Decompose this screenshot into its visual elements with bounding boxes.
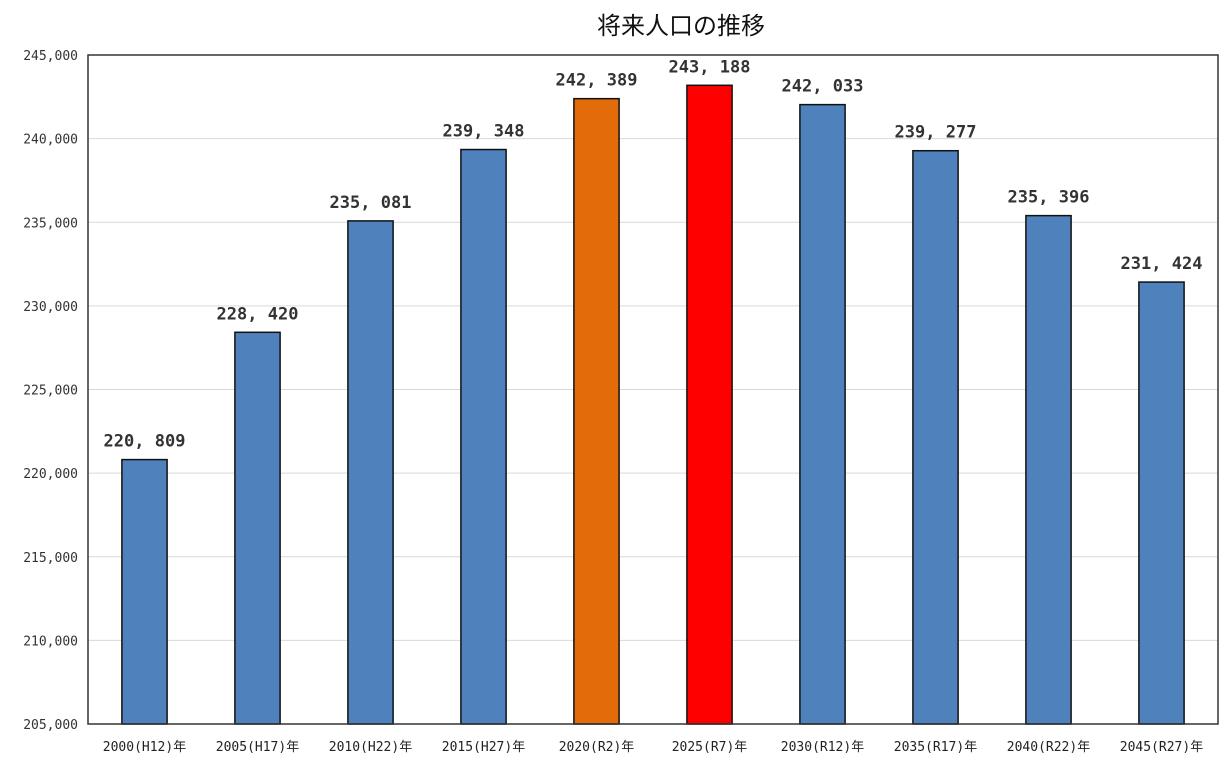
bar bbox=[573, 97, 620, 725]
data-label: 239, 277 bbox=[895, 123, 977, 143]
bars bbox=[121, 84, 1185, 725]
x-tick-label: 2045(R27)年 bbox=[1120, 740, 1203, 755]
bar bbox=[912, 149, 959, 725]
bar bbox=[234, 331, 281, 725]
bar bbox=[121, 458, 168, 725]
x-tick-label: 2005(H17)年 bbox=[216, 740, 299, 755]
data-label: 220, 809 bbox=[104, 432, 186, 452]
chart-title: 将来人口の推移 bbox=[597, 12, 765, 40]
bar bbox=[799, 103, 846, 725]
y-tick-label: 220,000 bbox=[23, 467, 78, 482]
plot-frame bbox=[87, 54, 1219, 725]
bar bbox=[1138, 281, 1185, 725]
x-tick-label: 2020(R2)年 bbox=[559, 740, 635, 755]
x-tick-label: 2025(R7)年 bbox=[672, 740, 748, 755]
data-label: 228, 420 bbox=[217, 304, 299, 324]
y-tick-label: 230,000 bbox=[23, 300, 78, 315]
bar bbox=[1025, 214, 1072, 725]
x-tick-label: 2015(H27)年 bbox=[442, 740, 525, 755]
x-tick-label: 2000(H12)年 bbox=[103, 740, 186, 755]
y-tick-label: 225,000 bbox=[23, 384, 78, 399]
data-label: 243, 188 bbox=[669, 57, 751, 77]
data-label: 235, 081 bbox=[330, 193, 412, 213]
axes bbox=[87, 54, 1219, 725]
x-tick-label: 2030(R12)年 bbox=[781, 740, 864, 755]
data-label: 239, 348 bbox=[443, 122, 525, 142]
bar bbox=[347, 220, 394, 725]
x-tick-label: 2035(R17)年 bbox=[894, 740, 977, 755]
y-tick-label: 245,000 bbox=[23, 49, 78, 64]
y-tick-label: 240,000 bbox=[23, 133, 78, 148]
data-label: 231, 424 bbox=[1121, 254, 1203, 274]
data-label: 242, 033 bbox=[782, 77, 864, 97]
x-tick-label: 2010(H22)年 bbox=[329, 740, 412, 755]
y-tick-label: 210,000 bbox=[23, 634, 78, 649]
y-tick-label: 205,000 bbox=[23, 718, 78, 733]
y-tick-label: 215,000 bbox=[23, 551, 78, 566]
data-label: 242, 389 bbox=[556, 71, 638, 91]
x-tick-label: 2040(R22)年 bbox=[1007, 740, 1090, 755]
y-tick-label: 235,000 bbox=[23, 216, 78, 231]
data-label: 235, 396 bbox=[1008, 188, 1090, 208]
labels: 205,000 210,000 215,000 220,000 225,000 230,0… bbox=[23, 49, 1203, 755]
bar bbox=[460, 148, 507, 725]
bar bbox=[686, 84, 733, 725]
